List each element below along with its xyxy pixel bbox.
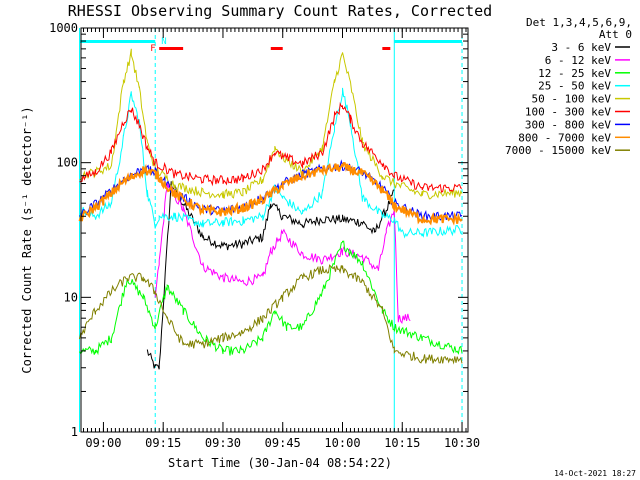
x-tick-label-2: 09:30 [205,436,241,450]
y-tick-label-3: 1000 [49,21,78,35]
legend-label-0: 3 - 6 keV [551,41,611,54]
legend-label-6: 300 - 800 keV [525,118,611,131]
flare-flag-bar-1 [270,47,283,50]
legend-label-4: 50 - 100 keV [532,93,612,106]
series-line-12to25keV [79,240,463,356]
legend-label-3: 25 - 50 keV [538,80,611,93]
night-flag-label: N [161,37,166,47]
legend-header-1: Det 1,3,4,5,6,9, [526,16,632,29]
flare-flag-bar-0 [159,47,184,50]
plot-area: NF [78,28,463,432]
x-tick-label-4: 10:00 [324,436,360,450]
series-line-3to6keV [146,181,395,370]
flare-flag-label: F [150,44,155,54]
axes: 1 10 100 1000 09:00 09:15 09:30 09:45 10:00 10:15… [49,21,480,450]
x-tick-label-1: 09:15 [145,436,181,450]
legend-label-5: 100 - 300 keV [525,106,611,119]
legend-label-1: 6 - 12 keV [545,54,612,67]
flare-flag-bar-2 [382,47,391,50]
legend-label-8: 7000 - 15000 keV [505,144,611,157]
x-tick-label-0: 09:00 [85,436,121,450]
series-line-800to7000keV [78,162,463,226]
series-line-6to12keV [154,181,411,324]
y-tick-label-0: 1 [71,425,78,439]
x-tick-label-5: 10:15 [384,436,420,450]
night-flag-bar-0 [79,40,156,43]
y-axis-label: Corrected Count Rate (s⁻¹ detector⁻¹) [20,106,34,373]
series-line-7000to15000keV [79,264,463,365]
night-flag-bar-1 [394,40,463,43]
legend-header-2: Att 0 [599,28,632,41]
y-tick-label-1: 10 [64,290,78,304]
series-line-100to300keV [79,101,463,193]
timestamp: 14-Oct-2021 18:27 [554,469,636,478]
chart-title: RHESSI Observing Summary Count Rates, Co… [68,2,492,20]
legend-label-2: 12 - 25 keV [538,67,611,80]
x-tick-label-3: 09:45 [265,436,301,450]
legend-label-7: 800 - 7000 keV [518,131,611,144]
y-tick-label-2: 100 [56,156,78,170]
x-axis-label: Start Time (30-Jan-04 08:54:22) [168,456,392,470]
series-line-25to50keV [79,87,463,239]
x-tick-label-6: 10:30 [444,436,480,450]
